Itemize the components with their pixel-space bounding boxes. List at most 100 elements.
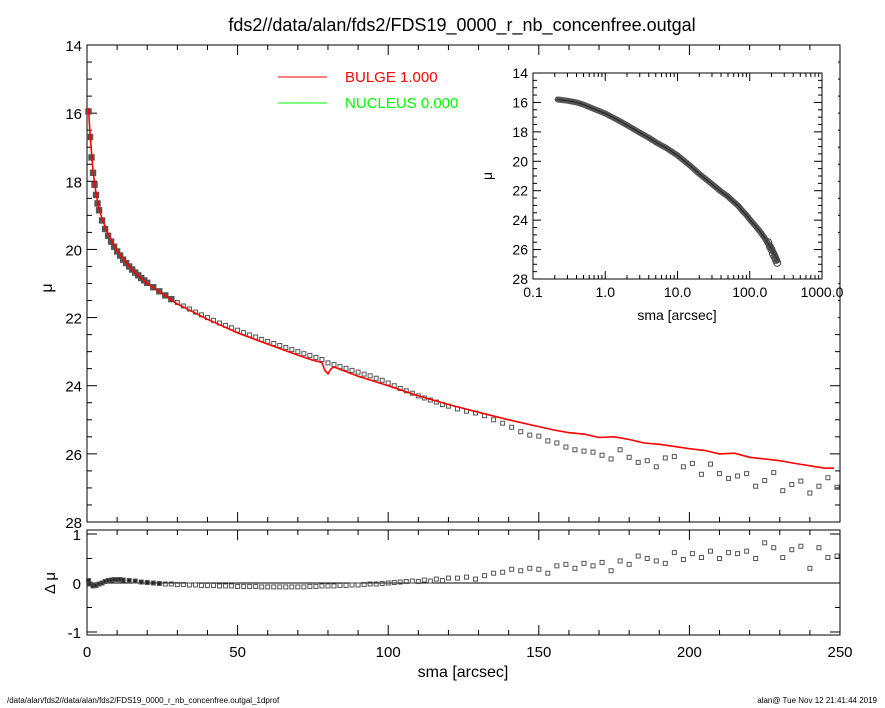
main-panel: 14 16 18 20 22 24 26 28 μ BULGE 1.000 NUCLEUS 0… <box>39 38 841 532</box>
residual-point <box>834 553 840 559</box>
residual-point <box>590 563 596 569</box>
residual-point <box>289 584 295 590</box>
residual-point <box>753 556 759 561</box>
main-y-tick-label: 26 <box>65 447 82 464</box>
observed-point <box>707 461 713 467</box>
residual-point <box>780 555 786 561</box>
observed-point <box>717 471 723 477</box>
inset-y-axis-label: μ <box>479 172 495 180</box>
x-tick-label: 50 <box>229 644 246 661</box>
main-y-tick-label: 24 <box>65 379 82 396</box>
residual-point <box>385 580 391 586</box>
legend: BULGE 1.000 NUCLEUS 0.000 <box>278 69 458 112</box>
residual-point <box>825 555 831 561</box>
main-y-tick-label: 22 <box>65 311 82 328</box>
observed-point <box>500 420 506 426</box>
residual-point <box>229 583 235 589</box>
residual-point <box>445 575 451 581</box>
observed-point <box>527 432 533 438</box>
residual-point <box>807 565 813 571</box>
residual-y-tick-label: -1 <box>68 625 81 642</box>
inset-background <box>470 58 838 322</box>
residual-point <box>409 578 415 584</box>
inset-y-tick-label: 24 <box>512 212 528 228</box>
residual-point <box>192 582 198 588</box>
x-tick-label: 150 <box>526 644 551 661</box>
residual-point <box>367 581 373 587</box>
observed-point <box>798 478 804 484</box>
observed-point <box>313 354 319 360</box>
main-y-tick-label: 20 <box>65 242 82 259</box>
inset-circle-point <box>773 258 782 267</box>
residual-point <box>635 553 641 559</box>
residual-point <box>403 579 409 585</box>
observed-point <box>807 490 813 496</box>
residual-point <box>536 566 542 572</box>
observed-point <box>834 484 840 490</box>
residual-point <box>391 580 397 586</box>
observed-point <box>301 351 307 357</box>
observed-point <box>680 464 686 470</box>
residual-point <box>415 579 421 585</box>
residual-point <box>138 579 144 585</box>
inset-y-tick-label: 16 <box>512 94 528 110</box>
residual-axis-ticks: 10-10 50 100 150 200 250 <box>68 527 853 661</box>
inset-profile-line-core <box>557 99 778 261</box>
inset-x-tick-label: 1.0 <box>596 284 616 300</box>
residual-point <box>433 576 439 582</box>
observed-point <box>355 369 361 375</box>
residual-y-tick-label: 1 <box>73 527 81 544</box>
residual-point <box>144 580 150 586</box>
observed-point <box>307 352 313 358</box>
residual-point <box>325 583 331 589</box>
observed-point <box>563 444 569 450</box>
residual-point <box>373 581 379 587</box>
observed-point <box>509 424 515 430</box>
observed-point <box>349 367 355 373</box>
x-tick-label: 0 <box>83 644 91 661</box>
observed-point <box>617 447 623 453</box>
inset-axis-ticks: 14 16 18 20 22 24 26 280.1 1.0 10.0 100.0 1000.0 <box>512 65 843 300</box>
inset-profile-circles <box>764 238 782 267</box>
residual-point <box>211 582 217 588</box>
residual-point <box>454 575 460 581</box>
residual-point <box>277 584 283 590</box>
residual-point <box>744 548 750 554</box>
residual-point <box>762 540 768 546</box>
observed-point <box>689 460 695 466</box>
main-y-axis-label: μ <box>39 283 56 292</box>
residual-point <box>241 583 247 589</box>
residual-point <box>599 559 605 565</box>
residual-point <box>653 558 659 564</box>
residual-point <box>174 581 180 587</box>
observed-point <box>590 449 596 455</box>
observed-point <box>698 471 704 477</box>
observed-point <box>626 454 632 460</box>
residual-panel: 10-10 50 100 150 200 250 Δ μ sma [arcsec] <box>42 527 853 681</box>
observed-point <box>373 375 379 381</box>
observed-point <box>491 417 497 423</box>
residual-point <box>319 583 325 589</box>
inset-y-tick-label: 18 <box>512 124 528 140</box>
observed-point <box>662 455 668 461</box>
residual-point <box>259 584 265 590</box>
residual-point <box>545 570 551 576</box>
residual-point <box>253 583 259 589</box>
residual-point <box>223 583 229 589</box>
residual-point <box>698 555 704 561</box>
inset-x-tick-label: 1000.0 <box>801 284 844 300</box>
main-y-tick-label: 14 <box>65 38 82 55</box>
residual-point <box>397 579 403 585</box>
observed-point <box>277 343 283 349</box>
residual-point <box>689 551 695 557</box>
legend-nucleus-label: NUCLEUS 0.000 <box>345 95 458 112</box>
residual-point <box>247 583 253 589</box>
observed-point <box>735 473 741 479</box>
residual-point <box>168 581 174 587</box>
observed-point <box>825 475 831 481</box>
residual-point <box>581 560 587 566</box>
residual-point <box>608 568 614 574</box>
observed-point <box>289 347 295 353</box>
